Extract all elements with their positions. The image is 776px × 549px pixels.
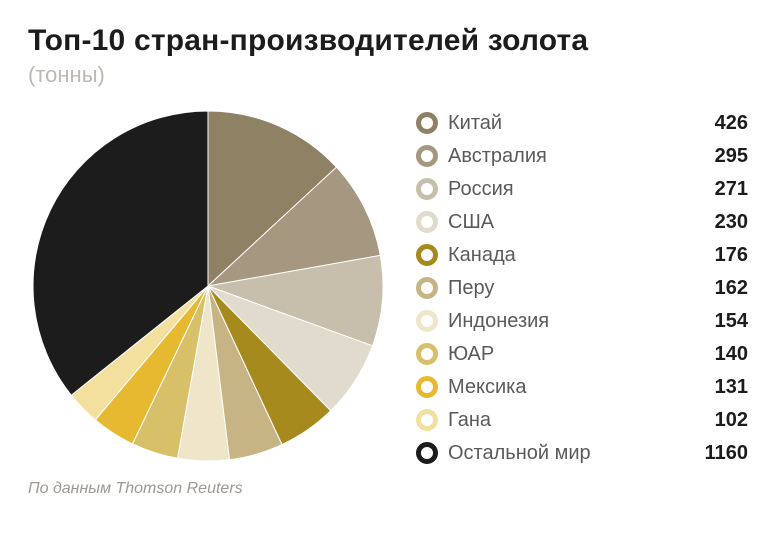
legend-label: Китай	[448, 112, 692, 135]
legend-label: Индонезия	[448, 310, 692, 333]
legend-label: США	[448, 211, 692, 234]
legend-row: ЮАР140	[416, 343, 748, 366]
legend-marker-icon	[416, 277, 438, 299]
legend-value: 230	[692, 211, 748, 234]
legend-marker-icon	[416, 310, 438, 332]
legend-marker-icon	[416, 442, 438, 464]
legend-value: 131	[692, 376, 748, 399]
legend-row: Мексика131	[416, 376, 748, 399]
chart-content: Китай426Австралия295Россия271США230Канад…	[28, 106, 748, 466]
legend-label: Канада	[448, 244, 692, 267]
legend-value: 154	[692, 310, 748, 333]
legend-marker-icon	[416, 112, 438, 134]
legend-label: Мексика	[448, 376, 692, 399]
legend: Китай426Австралия295Россия271США230Канад…	[416, 108, 748, 465]
legend-row: США230	[416, 211, 748, 234]
legend-row: Перу162	[416, 277, 748, 300]
legend-label: Россия	[448, 178, 692, 201]
legend-row: Остальной мир1160	[416, 442, 748, 465]
legend-marker-icon	[416, 178, 438, 200]
chart-source: По данным Thomson Reuters	[28, 480, 748, 498]
legend-label: Гана	[448, 409, 692, 432]
chart-title: Топ-10 стран-производителей золота	[28, 24, 748, 58]
legend-value: 140	[692, 343, 748, 366]
legend-value: 295	[692, 145, 748, 168]
legend-row: Гана102	[416, 409, 748, 432]
legend-label: ЮАР	[448, 343, 692, 366]
chart-subtitle: (тонны)	[28, 62, 748, 88]
legend-row: Индонезия154	[416, 310, 748, 333]
legend-value: 426	[692, 112, 748, 135]
legend-label: Остальной мир	[448, 442, 692, 465]
legend-value: 102	[692, 409, 748, 432]
legend-value: 271	[692, 178, 748, 201]
legend-row: Австралия295	[416, 145, 748, 168]
legend-marker-icon	[416, 244, 438, 266]
legend-marker-icon	[416, 409, 438, 431]
legend-value: 162	[692, 277, 748, 300]
legend-marker-icon	[416, 376, 438, 398]
legend-marker-icon	[416, 145, 438, 167]
legend-value: 176	[692, 244, 748, 267]
legend-value: 1160	[692, 442, 748, 465]
pie-chart	[28, 106, 388, 466]
legend-label: Перу	[448, 277, 692, 300]
legend-marker-icon	[416, 343, 438, 365]
legend-row: Россия271	[416, 178, 748, 201]
legend-row: Канада176	[416, 244, 748, 267]
legend-label: Австралия	[448, 145, 692, 168]
legend-marker-icon	[416, 211, 438, 233]
legend-row: Китай426	[416, 112, 748, 135]
